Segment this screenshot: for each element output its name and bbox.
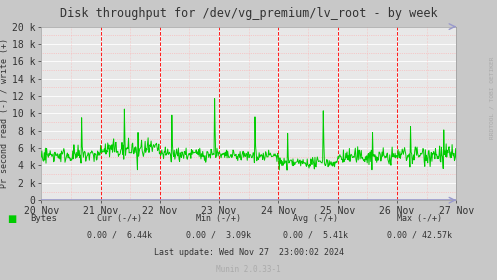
Text: Last update: Wed Nov 27  23:00:02 2024: Last update: Wed Nov 27 23:00:02 2024 bbox=[154, 248, 343, 257]
Text: 0.00 /  6.44k: 0.00 / 6.44k bbox=[87, 231, 152, 240]
Text: ■: ■ bbox=[7, 214, 17, 224]
Text: RRDTOOL / TOBI OETIKER: RRDTOOL / TOBI OETIKER bbox=[490, 57, 495, 139]
Text: Cur (-/+): Cur (-/+) bbox=[97, 214, 142, 223]
Text: Bytes: Bytes bbox=[30, 214, 57, 223]
Y-axis label: Pr second read (-) / write (+): Pr second read (-) / write (+) bbox=[0, 38, 9, 188]
Text: Disk throughput for /dev/vg_premium/lv_root - by week: Disk throughput for /dev/vg_premium/lv_r… bbox=[60, 7, 437, 20]
Text: Avg (-/+): Avg (-/+) bbox=[293, 214, 338, 223]
Text: 0.00 / 42.57k: 0.00 / 42.57k bbox=[388, 231, 452, 240]
Text: Max (-/+): Max (-/+) bbox=[398, 214, 442, 223]
Text: Min (-/+): Min (-/+) bbox=[196, 214, 241, 223]
Text: 0.00 /  3.09k: 0.00 / 3.09k bbox=[186, 231, 251, 240]
Text: Munin 2.0.33-1: Munin 2.0.33-1 bbox=[216, 265, 281, 274]
Text: 0.00 /  5.41k: 0.00 / 5.41k bbox=[283, 231, 348, 240]
